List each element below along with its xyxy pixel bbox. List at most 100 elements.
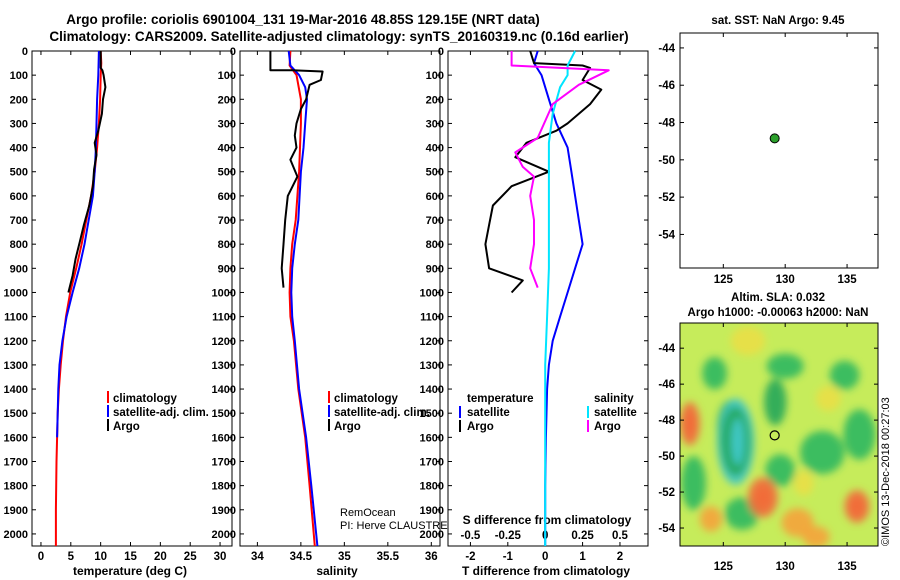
temperature-x-tick-label: 15 <box>124 551 137 563</box>
salinity-series-argo <box>269 51 324 288</box>
salinity-xlabel: salinity <box>316 564 358 578</box>
sla-heatmap-field <box>680 326 876 546</box>
legend-climatology: climatology <box>113 393 178 405</box>
sst-map-y-tick-label: -44 <box>658 43 675 55</box>
temperature-depth-tick-label: 1800 <box>4 481 28 493</box>
salinity-depth-tick-label: 1100 <box>212 312 236 324</box>
legend-salinity-title: salinity <box>594 393 634 405</box>
salinity-series-climatology <box>288 50 316 547</box>
legend-s-satellite: satellite <box>594 407 637 419</box>
difference-depth-tick-label: 1600 <box>420 432 444 444</box>
temperature-x-tick-label: 5 <box>68 551 75 563</box>
temperature-depth-tick-label: 1000 <box>4 287 28 299</box>
salinity-depth-tick-label: 800 <box>218 239 236 251</box>
figure-title-line1: Argo profile: coriolis 6901004_131 19-Ma… <box>66 12 539 27</box>
difference-depth-tick-label: 500 <box>426 167 444 179</box>
sla-map-x-tick-label: 135 <box>837 561 857 573</box>
difference-x-tick-label: -1 <box>503 551 514 563</box>
temperature-x-tick-label: 10 <box>94 551 107 563</box>
salinity-x-tick-label: 34.5 <box>290 551 313 563</box>
sla-argo-position-marker <box>769 430 780 441</box>
temperature-depth-tick-label: 1900 <box>4 505 28 517</box>
temperature-x-tick-label: 25 <box>184 551 197 563</box>
salinity-depth-tick-label: 1400 <box>212 384 236 396</box>
sla-anomaly-blob <box>764 378 787 426</box>
salinity-depth-tick-label: 1800 <box>212 481 236 493</box>
temperature-depth-tick-label: 300 <box>10 118 28 130</box>
temperature-depth-tick-label: 1300 <box>4 360 28 372</box>
salinity-x-tick-label: 34 <box>251 551 264 563</box>
temperature-series-argo <box>67 51 107 293</box>
salinity-depth-tick-label: 700 <box>218 215 236 227</box>
difference-depth-tick-label: 1100 <box>420 312 444 324</box>
temperature-depth-tick-label: 2000 <box>4 529 28 541</box>
sla-anomaly-blob <box>681 456 706 511</box>
difference-x-tick-label: -2 <box>465 551 475 563</box>
sla-anomaly-blob <box>702 357 728 390</box>
temperature-depth-tick-label: 1400 <box>4 384 28 396</box>
sla-map-y-tick-label: -48 <box>658 415 675 427</box>
salinity-depth-tick-label: 200 <box>218 94 236 106</box>
sla-anomaly-blob <box>766 353 804 379</box>
sst-map-y-tick-label: -54 <box>658 229 675 241</box>
sla-map-x-tick-label: 130 <box>776 561 795 573</box>
figure-title-line2: Climatology: CARS2009. Satellite-adjuste… <box>49 29 628 44</box>
difference-depth-tick-label: 300 <box>426 118 444 130</box>
difference-depth-tick-label: 700 <box>426 215 444 227</box>
salinity-depth-tick-label: 400 <box>218 143 236 155</box>
sla-anomaly-blob <box>793 470 814 496</box>
difference-depth-tick-label: 2000 <box>420 529 444 541</box>
salinity-depth-tick-label: 1300 <box>212 360 236 372</box>
legend-argo: Argo <box>334 421 361 433</box>
difference-depth-tick-label: 200 <box>426 94 444 106</box>
sla-anomaly-blob-core <box>755 487 771 508</box>
s-difference-xlabel: S difference from climatology <box>463 513 632 527</box>
sla-anomaly-blob <box>699 506 723 532</box>
salinity-depth-tick-label: 100 <box>218 70 236 82</box>
sla-anomaly-blob <box>829 360 860 390</box>
legend-t-argo: Argo <box>467 421 494 433</box>
temperature-series-satellite-adj-clim <box>56 50 100 438</box>
difference-axes-frame <box>447 50 649 547</box>
difference-depth-tick-label: 100 <box>426 70 444 82</box>
temperature-depth-tick-label: 400 <box>10 143 28 155</box>
s-difference-tick-label: 0.5 <box>612 530 629 542</box>
s-difference-tick-label: -0.25 <box>495 530 522 542</box>
sla-anomaly-blob-core <box>731 417 745 466</box>
difference-depth-tick-label: 1300 <box>420 360 444 372</box>
sla-anomaly-blob-core <box>850 498 864 515</box>
legend-climatology: climatology <box>334 393 399 405</box>
difference-depth-tick-label: 1500 <box>420 408 444 420</box>
difference-depth-tick-label: 1000 <box>420 287 444 299</box>
sst-map-x-tick-label: 125 <box>714 274 734 286</box>
salinity-depth-tick-label: 1200 <box>212 336 236 348</box>
difference-depth-tick-label: 1400 <box>420 384 444 396</box>
difference-x-tick-label: 2 <box>617 551 623 563</box>
temperature-depth-tick-label: 100 <box>10 70 28 82</box>
s-difference-tick-label: -0.5 <box>461 530 481 542</box>
sla-anomaly-blob <box>800 430 845 475</box>
salinity-depth-tick-label: 1000 <box>212 287 236 299</box>
salinity-depth-tick-label: 600 <box>218 191 236 203</box>
credit-pi: PI: Herve CLAUSTRE <box>340 520 448 532</box>
difference-depth-tick-label: 1900 <box>420 505 444 517</box>
temperature-x-tick-label: 30 <box>214 551 227 563</box>
temperature-depth-tick-label: 0 <box>22 46 28 58</box>
difference-depth-tick-label: 1200 <box>420 336 444 348</box>
temperature-depth-tick-label: 700 <box>10 215 28 227</box>
salinity-series-satellite-adj-clim <box>287 50 319 547</box>
temperature-depth-tick-label: 200 <box>10 94 28 106</box>
temperature-series-climatology <box>54 50 103 546</box>
sla-map-y-tick-label: -46 <box>658 379 675 391</box>
legend-satellite-adj: satellite-adj. clim. <box>334 407 430 419</box>
difference-series-argo-salinity <box>510 51 610 288</box>
temperature-depth-tick-label: 900 <box>10 263 28 275</box>
salinity-depth-tick-label: 1600 <box>212 432 236 444</box>
salinity-depth-tick-label: 300 <box>218 118 236 130</box>
difference-series-satellite-temperature <box>533 50 584 546</box>
difference-depth-tick-label: 800 <box>426 239 444 251</box>
temperature-depth-tick-label: 1600 <box>4 432 28 444</box>
legend-argo: Argo <box>113 421 140 433</box>
sla-anomaly-blob <box>765 454 796 487</box>
sla-map-title: Altim. SLA: 0.032 <box>731 292 825 304</box>
